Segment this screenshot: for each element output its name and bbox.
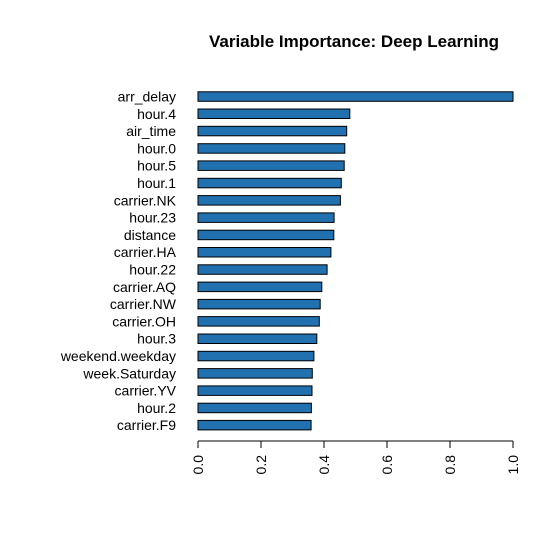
- category-label: carrier.NW: [110, 296, 177, 312]
- bar-hour.4: [197, 108, 351, 119]
- category-label: hour.23: [129, 210, 176, 226]
- x-tick-label: 0.0: [190, 455, 206, 475]
- category-label: hour.22: [129, 262, 176, 278]
- category-label: hour.3: [137, 331, 176, 347]
- category-label: hour.4: [137, 106, 176, 122]
- category-label: carrier.F9: [117, 417, 176, 433]
- bar-week.Saturday: [197, 368, 313, 379]
- bar-arr_delay: [197, 91, 514, 102]
- category-label: hour.0: [137, 140, 176, 156]
- bar-carrier.NK: [197, 195, 341, 206]
- bar-weekend.weekday: [197, 350, 315, 362]
- bar-carrier.YV: [197, 385, 313, 396]
- category-label: arr_delay: [118, 89, 176, 105]
- bar-carrier.NW: [197, 298, 321, 310]
- x-tick-label: 0.8: [442, 455, 458, 475]
- x-tick-label: 0.4: [316, 455, 332, 475]
- category-label: carrier.HA: [114, 244, 177, 260]
- bar-hour.5: [197, 160, 345, 171]
- bar-hour.22: [197, 264, 328, 275]
- bars-group: [197, 91, 514, 431]
- bar-hour.23: [197, 212, 335, 223]
- category-label: distance: [124, 227, 176, 243]
- category-label: hour.2: [137, 400, 176, 416]
- bar-carrier.HA: [197, 247, 332, 258]
- bar-hour.3: [197, 333, 318, 344]
- category-label: carrier.AQ: [113, 279, 176, 295]
- bar-hour.2: [197, 402, 312, 414]
- bar-carrier.OH: [197, 316, 320, 327]
- category-label: air_time: [126, 123, 176, 139]
- bar-hour.1: [197, 177, 342, 189]
- bar-carrier.AQ: [197, 281, 323, 293]
- x-axis: 0.0 0.2 0.4 0.6 0.8 1.0: [190, 440, 521, 475]
- x-tick-label: 0.2: [253, 455, 269, 475]
- bar-distance: [197, 229, 335, 241]
- bar-hour.0: [197, 143, 346, 154]
- chart-title: Variable Importance: Deep Learning: [209, 32, 499, 51]
- x-tick-label: 1.0: [505, 455, 521, 475]
- category-label: carrier.YV: [115, 383, 177, 399]
- category-label: week.Saturday: [82, 365, 176, 381]
- category-label: carrier.NK: [114, 192, 177, 208]
- category-label: carrier.OH: [112, 313, 176, 329]
- bar-air_time: [197, 125, 348, 137]
- category-label: weekend.weekday: [60, 348, 176, 364]
- category-label: hour.1: [137, 175, 176, 191]
- category-label: hour.5: [137, 158, 176, 174]
- x-tick-label: 0.6: [379, 455, 395, 475]
- bar-carrier.F9: [197, 419, 312, 431]
- category-labels-group: arr_delayhour.4air_timehour.0hour.5hour.…: [60, 89, 177, 434]
